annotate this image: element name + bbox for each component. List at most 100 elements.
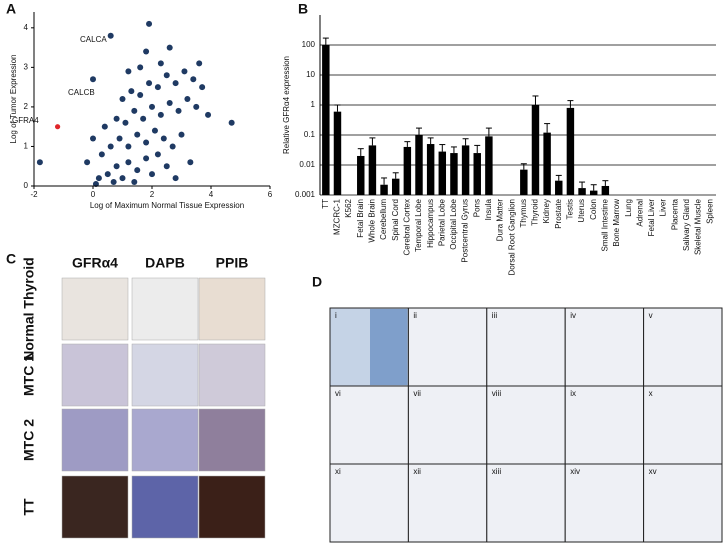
cell-label: ii [413,311,417,320]
scatter-point [107,32,114,39]
bar [555,180,563,195]
bar [450,153,458,195]
bar [531,105,540,195]
tissue-image [486,307,566,387]
tissue-image [61,408,129,472]
bar [380,184,388,195]
scatter-point [169,143,176,150]
scatter-point [104,171,111,178]
tissue-image [564,463,645,543]
x-tick-label: Testis [566,199,575,219]
cell-label: iv [570,311,576,320]
scatter-point [113,163,120,170]
cell-label: xv [649,467,657,476]
bar [426,144,435,195]
column-header: GFRα4 [72,255,118,271]
cell-label: xiii [492,467,502,476]
scatter-point [134,131,141,138]
scatter-point [84,159,91,166]
scatter-point [149,103,155,110]
scatter-point [140,115,147,122]
x-tick-label: Fetal Liver [647,199,656,237]
x-tick-label: Whole Brain [368,199,377,243]
tissue-image [131,343,199,407]
y-tick-label: 4 [24,23,29,32]
cell-label: xii [413,467,421,476]
bar [601,185,610,195]
x-tick-label: Insula [484,198,493,220]
scatter-point [128,88,135,95]
x-tick-label: Skeletal Muscle [694,198,703,255]
scatter-point [55,124,61,130]
column-header: DAPB [145,255,185,271]
tissue-image [61,475,129,539]
tissue-image [486,463,566,543]
cell-label: vii [413,389,421,398]
scatter-point [110,179,117,186]
tissue-image [198,408,266,472]
annotation: CALCB [68,88,95,97]
scatter-point [187,159,194,166]
cell-label: vi [335,389,341,398]
scatter-point [181,68,188,75]
y-tick-label: 10 [306,70,315,79]
x-tick-label: Cerebral Cortex [402,199,411,255]
scatter-point [163,72,170,79]
cell-label: x [649,389,653,398]
scatter-point [166,44,173,51]
x-tick-label: K562 [344,198,353,217]
scatter-point [131,179,138,186]
y-tick-label: 2 [24,102,29,111]
x-tick-label: Hippocampus [426,199,435,248]
tissue-image [564,307,645,387]
x-tick-label: Uterus [577,199,586,223]
bar [438,151,447,195]
scatter-point [172,175,179,182]
scatter-point [157,60,164,67]
panel-label: B [298,1,308,17]
scatter-point [122,119,129,126]
scatter-point [205,111,212,118]
scatter-point [190,76,197,83]
tissue-image [131,408,199,472]
scatter-point [98,151,105,158]
y-tick-label: 0.1 [304,130,316,139]
x-tick-label: Salivary Gland [682,199,691,251]
scatter-point [149,171,155,178]
scatter-point [199,84,206,91]
tissue-image [643,307,723,387]
bar [391,178,400,195]
scatter-point [125,68,132,75]
scatter-point [101,123,108,130]
scatter-point [196,60,203,67]
x-tick-label: Bone Marrow [612,199,621,247]
scatter-point [184,96,191,102]
x-tick-label: Thymus [519,199,528,227]
scatter-point [143,139,150,146]
column-header: PPIB [216,255,249,271]
scatter-point [193,103,200,110]
bar [473,153,481,195]
tissue-image [643,385,723,465]
y-tick-label: 1 [24,142,29,151]
y-tick-label: 100 [302,40,316,49]
cell-label: xi [335,467,341,476]
scatter-point [166,99,173,106]
scatter-point [116,135,123,142]
scatter-point [163,163,170,170]
y-tick-label: 0.001 [295,190,316,199]
y-axis-label: Relative GFRα4 expression [282,56,291,154]
scatter-point [157,111,164,118]
scatter-point [125,159,132,166]
scatter-point [146,80,153,87]
annotation: GFRA4 [12,116,39,125]
scatter-point [228,119,235,126]
x-tick-label: Cerebellum [379,199,388,240]
bar [415,135,423,195]
x-tick-label: Thyroid [531,199,540,226]
x-tick-label: Colon [589,199,598,220]
x-tick-label: Dura Matter [496,199,505,242]
y-axis-label: Log of Tumor Expression [9,55,18,144]
x-tick-label: Temporal Lobe [414,198,423,251]
